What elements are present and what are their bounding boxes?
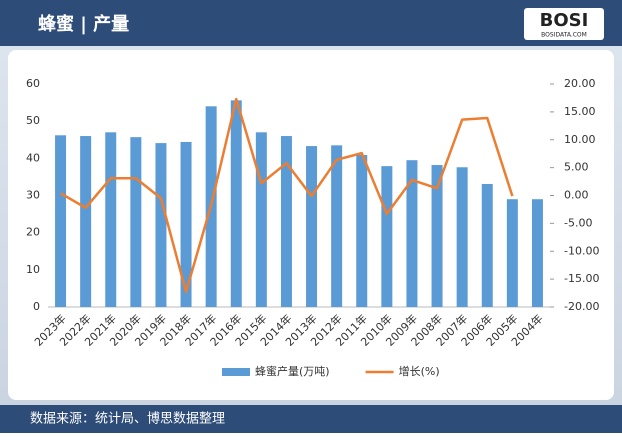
bar [105, 132, 117, 307]
bar [306, 146, 318, 307]
bar [55, 135, 67, 307]
bar [531, 199, 543, 307]
y-tick-label: 50 [26, 114, 40, 127]
bar [155, 143, 167, 307]
y-tick-label: 60 [26, 77, 40, 90]
logo-sub: BOSIDATA.COM [541, 32, 587, 39]
y2-tick-label: -10.00 [564, 244, 599, 257]
y-tick-label: 40 [26, 151, 40, 164]
legend-label: 蜂蜜产量(万吨) [255, 364, 330, 378]
logo: BOSI [540, 10, 589, 31]
bar [331, 145, 343, 307]
bar [80, 136, 92, 307]
logo-box [524, 8, 604, 40]
header-title: 蜂蜜 | 产量 [38, 13, 129, 35]
y2-tick-label: 15.00 [564, 105, 596, 118]
y2-tick-label: -5.00 [564, 216, 592, 229]
bar [130, 137, 142, 307]
bar [255, 132, 267, 307]
y-tick-label: 20 [26, 226, 40, 239]
y2-tick-label: 5.00 [564, 161, 589, 174]
y2-tick-label: 0.00 [564, 189, 589, 202]
legend-swatch [222, 368, 250, 376]
line [59, 97, 514, 294]
bar [456, 167, 468, 307]
footer-source: 数据来源：统计局、博思数据整理 [30, 412, 225, 427]
bar [406, 160, 418, 307]
legend-label: 增长(%) [399, 364, 440, 378]
bar [356, 154, 368, 307]
bar [381, 166, 393, 307]
bar [180, 141, 192, 307]
y2-tick-label: -15.00 [564, 272, 599, 285]
bar [230, 100, 242, 307]
y-tick-label: 30 [26, 189, 40, 202]
bar [506, 199, 518, 307]
y2-tick-label: 10.00 [564, 133, 596, 146]
y-tick-label: 10 [26, 263, 40, 276]
y2-tick-label: -20.00 [564, 300, 599, 313]
y2-tick-label: 20.00 [564, 77, 596, 90]
footer-band [0, 405, 622, 433]
header-band [0, 0, 622, 46]
bar [431, 165, 443, 307]
bar [481, 183, 493, 307]
y-tick-label: 0 [33, 300, 40, 313]
bar [280, 136, 292, 307]
